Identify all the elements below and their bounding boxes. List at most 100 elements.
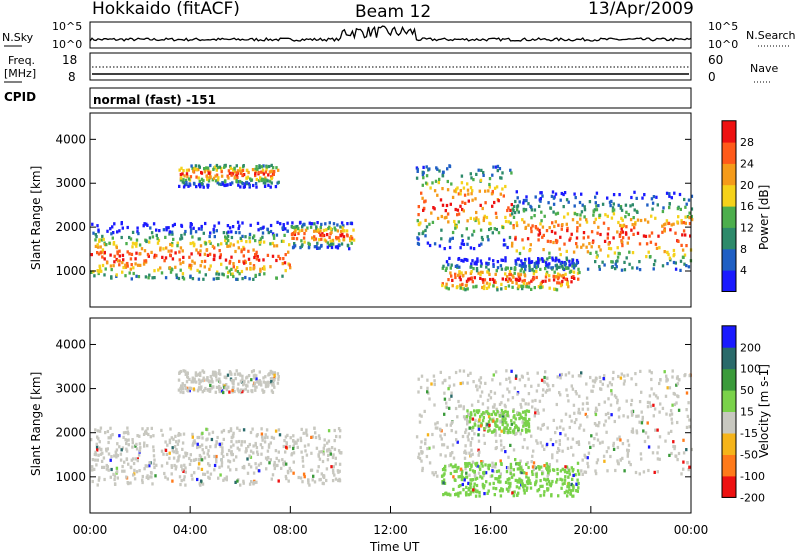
echo-cell [98,440,101,444]
echo-cell [671,375,674,379]
colorbar-segment [722,325,736,348]
echo-cell [499,176,502,180]
colorbar-segment [722,163,736,186]
echo-cell [505,421,508,425]
echo-cell [205,166,208,170]
echo-cell [471,437,474,441]
echo-cell [295,441,298,445]
echo-cell [301,480,304,484]
echo-cell [464,201,467,205]
echo-cell [141,427,144,431]
echo-cell [170,465,174,469]
echo-cell [651,207,654,211]
echo-cell [301,225,304,229]
echo-cell [653,470,656,474]
echo-cell [282,223,285,227]
echo-cell [502,194,505,198]
echo-cell [452,475,455,479]
echo-cell [503,426,506,430]
echo-cell [492,410,495,414]
echo-cell [473,432,476,436]
echo-cell [189,241,192,246]
echo-cell [682,451,686,455]
echo-cell [503,403,507,407]
echo-cell [523,272,526,276]
echo-cell [683,253,687,257]
echo-cell [337,236,340,240]
colorbar-tick-label: 20 [740,179,754,192]
echo-cell [507,489,510,493]
echo-cell [467,420,470,424]
echo-cell [509,430,512,434]
echo-cell [486,429,490,433]
echo-cell [581,472,584,476]
echo-cell [297,475,300,480]
echo-cell [281,262,284,266]
echo-cell [594,260,597,264]
echo-cell [273,460,276,465]
echo-cell [559,393,562,397]
echo-cell [535,479,538,483]
echo-cell [293,232,297,236]
echo-cell [179,268,182,272]
echo-cell [443,391,446,395]
echo-cell [128,252,131,256]
echo-cell [417,205,420,209]
echo-cell [122,431,126,435]
echo-cell [171,268,174,272]
echo-cell [487,415,491,419]
echo-cell [270,370,273,374]
echo-cell [481,278,484,282]
echo-cell [95,442,98,446]
noise-panel-frame [89,21,692,49]
echo-cell [109,458,112,462]
echo-cell [645,242,649,246]
echo-cell [254,239,257,243]
echo-cell [527,465,530,470]
echo-cell [217,243,220,247]
echo-cell [179,262,182,266]
echo-cell [330,245,334,250]
echo-cell [131,245,134,249]
echo-cell [669,228,672,232]
echo-cell [454,207,457,212]
echo-cell [191,376,194,380]
echo-cell [567,481,570,485]
echo-cell [492,373,495,377]
echo-cell [273,378,276,382]
echo-cell [218,465,221,469]
echo-cell [212,167,215,171]
echo-cell [563,478,567,482]
echo-cell [597,204,600,208]
echo-cell [610,392,613,396]
echo-cell [200,467,204,471]
echo-cell [445,286,448,290]
echo-cell [577,472,581,476]
echo-cell [339,225,342,229]
echo-cell [267,455,270,460]
echo-cell [417,377,420,381]
echo-cell [254,273,257,277]
echo-cell [673,191,676,195]
echo-cell [552,418,555,422]
echo-cell [149,475,152,479]
echo-cell [178,258,181,262]
echo-cell [227,430,231,434]
echo-cell [677,239,680,243]
echo-cell [318,457,322,461]
echo-cell [288,466,291,470]
echo-cell [641,196,644,200]
echo-cell [428,446,431,450]
echo-cell [323,238,326,242]
freq-panel-frame [89,52,692,81]
echo-cell [500,282,503,286]
echo-cell [227,169,231,173]
echo-cell [234,377,237,381]
echo-cell [517,463,521,467]
echo-cell [305,431,308,435]
echo-cell [657,234,660,238]
echo-cell [462,407,465,411]
echo-cell [97,478,101,482]
echo-cell [462,287,465,291]
echo-cell [522,281,526,285]
